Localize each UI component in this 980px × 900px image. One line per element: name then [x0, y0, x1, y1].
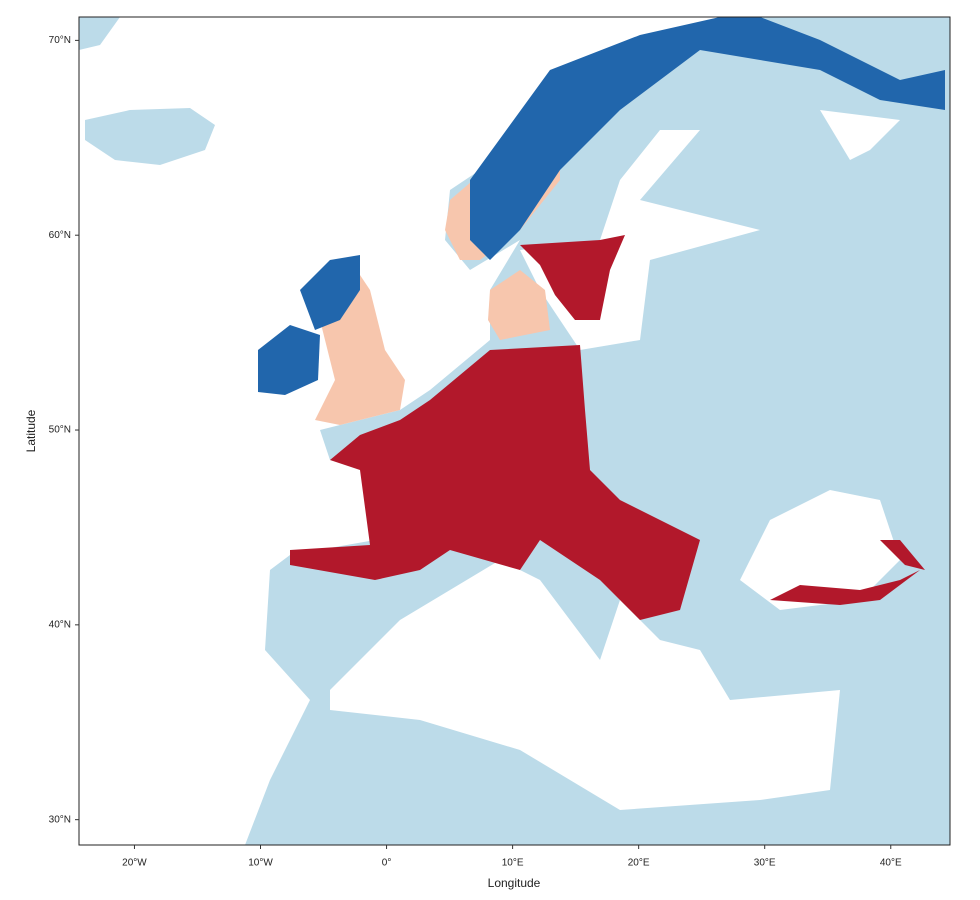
greenland	[79, 17, 120, 50]
mediterranean	[330, 560, 840, 810]
x-tick-label: 10°E	[502, 858, 524, 869]
atlantic	[79, 17, 720, 845]
black-sea	[740, 490, 900, 610]
iceland	[85, 108, 215, 165]
region-blue	[470, 17, 945, 260]
y-tick-label: 70°N	[49, 35, 71, 46]
ireland	[258, 325, 320, 395]
white-sea	[820, 110, 900, 160]
denmark	[488, 270, 550, 340]
y-tick-label: 50°N	[49, 425, 71, 436]
x-tick-label: 30°E	[754, 858, 776, 869]
x-tick-label: 10°W	[248, 858, 273, 869]
x-tick-label: 0°	[382, 858, 392, 869]
turkey-north	[770, 570, 920, 605]
region-red	[290, 345, 700, 620]
y-axis-title: Latitude	[24, 409, 38, 452]
y-tick-label: 30°N	[49, 814, 71, 825]
sweden-south	[520, 235, 625, 320]
plot-frame	[78, 16, 951, 846]
scotland	[300, 255, 360, 330]
x-axis-title: Longitude	[488, 876, 541, 890]
y-tick-label: 60°N	[49, 230, 71, 241]
caucasus	[880, 540, 925, 570]
x-tick-label: 40°E	[880, 858, 902, 869]
map	[79, 17, 950, 845]
x-tick-label: 20°W	[122, 858, 147, 869]
x-tick-label: 20°E	[628, 858, 650, 869]
y-tick-label: 40°N	[49, 619, 71, 630]
